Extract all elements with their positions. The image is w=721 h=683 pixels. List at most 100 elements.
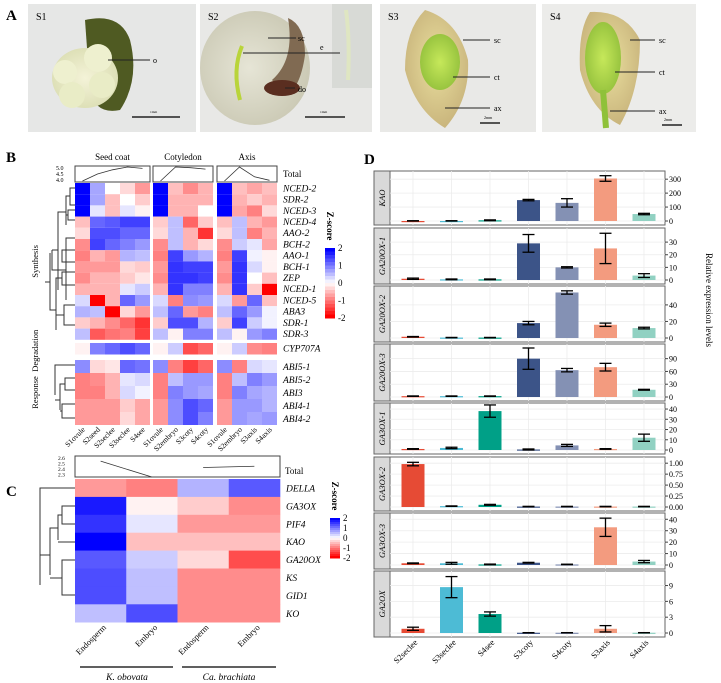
heatmap-cell (168, 386, 183, 399)
legend-swatch (330, 530, 340, 533)
column-label: Embryo (133, 622, 159, 648)
photo-s2-label-sc: sc (298, 34, 305, 43)
heatmap-cell (75, 532, 127, 551)
row-label: CYP707A (283, 345, 321, 355)
row-label: GID1 (286, 592, 308, 602)
legend-swatch (325, 314, 335, 319)
heatmap-cell (198, 227, 213, 239)
heatmap-cell (262, 412, 277, 425)
heatmap-cell (168, 216, 183, 228)
x-tick-label: S2seclee (391, 637, 419, 665)
heatmap-cell (153, 250, 168, 262)
heatmap-cell (120, 373, 135, 386)
total-tick: 2.4 (58, 467, 65, 473)
heatmap-cell (135, 216, 150, 228)
heatmap-cell (168, 283, 183, 295)
heatmap-cell (153, 194, 168, 206)
z-score-legend: 2 1 0 -1 -2 Z-score (325, 212, 346, 323)
heatmap-cell (105, 373, 120, 386)
heatmap-cell (217, 272, 232, 284)
bar (517, 200, 540, 221)
heatmap-cell (183, 283, 198, 295)
bar (478, 411, 502, 450)
facet-kao: KAO 0 100 200 300 (373, 170, 681, 226)
panel-label-d: D (364, 152, 375, 168)
heatmap-cell (105, 216, 120, 228)
legend-swatch (325, 300, 335, 305)
heatmap-cell (75, 360, 90, 373)
heatmap-cell (198, 373, 213, 386)
heatmap-cell (90, 373, 105, 386)
y-tick-label: 10 (669, 263, 677, 272)
facet-label: KAO (377, 190, 387, 208)
legend-swatch (330, 552, 340, 555)
y-tick-label: 0.00 (669, 503, 683, 512)
bar (517, 323, 540, 338)
facet-panel (389, 512, 666, 570)
legend-swatch (325, 255, 335, 259)
heatmap-cell (135, 328, 150, 340)
heatmap-cell (75, 586, 127, 605)
heatmap-cell (232, 295, 247, 307)
heatmap-cell (247, 250, 262, 262)
heatmap-cell (198, 328, 213, 340)
heatmap-cell (198, 306, 213, 318)
photo-s4: sc ct ax S4 2mm (542, 4, 696, 132)
legend-swatch (325, 276, 335, 280)
heatmap-cell (217, 250, 232, 262)
heatmap-cell (232, 373, 247, 386)
legend-swatch (330, 522, 340, 525)
facet-ga3ox-3: GA3OX-3 0 10 20 30 40 (373, 512, 677, 570)
heatmap-cell (90, 328, 105, 340)
heatmap-cell (177, 568, 230, 587)
heatmap-cell (217, 306, 232, 318)
heatmap-cell (168, 412, 183, 425)
y-tick-label: 10 (669, 436, 677, 445)
species-label: K. obovata (105, 673, 148, 683)
bar (478, 504, 502, 507)
x-tick-label: S4see (475, 637, 496, 658)
heatmap-cell (120, 386, 135, 399)
heatmap-cell (177, 496, 230, 516)
y-tick-label: 1.00 (669, 459, 683, 468)
heatmap-cell (75, 317, 90, 329)
heatmap-cell (183, 205, 198, 217)
heatmap-cell (120, 194, 135, 206)
total-line (160, 166, 206, 182)
heatmap-cell (75, 183, 90, 195)
legend-swatch (330, 518, 340, 521)
heatmap-cell (105, 306, 120, 318)
heatmap-cell (168, 306, 183, 318)
heatmap-cell (232, 328, 247, 340)
facet-label: GA2OX (377, 590, 387, 618)
heatmap-cell (75, 550, 127, 569)
panel-label-c: C (6, 484, 17, 500)
total-line (224, 166, 270, 182)
heatmap-cell (168, 317, 183, 329)
heatmap-cell (126, 568, 178, 587)
total-tick: 2.6 (58, 456, 65, 462)
heatmap-cell (168, 343, 183, 355)
heatmap-cell (153, 373, 168, 386)
y-tick-label: 0.50 (669, 481, 683, 490)
y-tick-label: 0 (669, 561, 673, 570)
heatmap-cell (183, 261, 198, 273)
heatmap-cell (262, 343, 277, 355)
heatmap-cell (90, 194, 105, 206)
heatmap-cell (247, 399, 262, 412)
heatmap-cell (135, 227, 150, 239)
heatmap-cell (232, 386, 247, 399)
legend-tick: -2 (338, 313, 346, 323)
heatmap-cell (247, 183, 262, 195)
bar (478, 614, 502, 633)
heatmap-cell (183, 250, 198, 262)
heatmap-cell (105, 239, 120, 251)
heatmap-cell (183, 227, 198, 239)
heatmap-cell (262, 295, 277, 307)
heatmap-cell (120, 317, 135, 329)
heatmap-cell (183, 239, 198, 251)
row-label: ABI4-2 (282, 415, 311, 425)
legend-swatch (330, 554, 340, 557)
total-tick: 2.3 (58, 473, 65, 479)
heatmap-cell (120, 306, 135, 318)
